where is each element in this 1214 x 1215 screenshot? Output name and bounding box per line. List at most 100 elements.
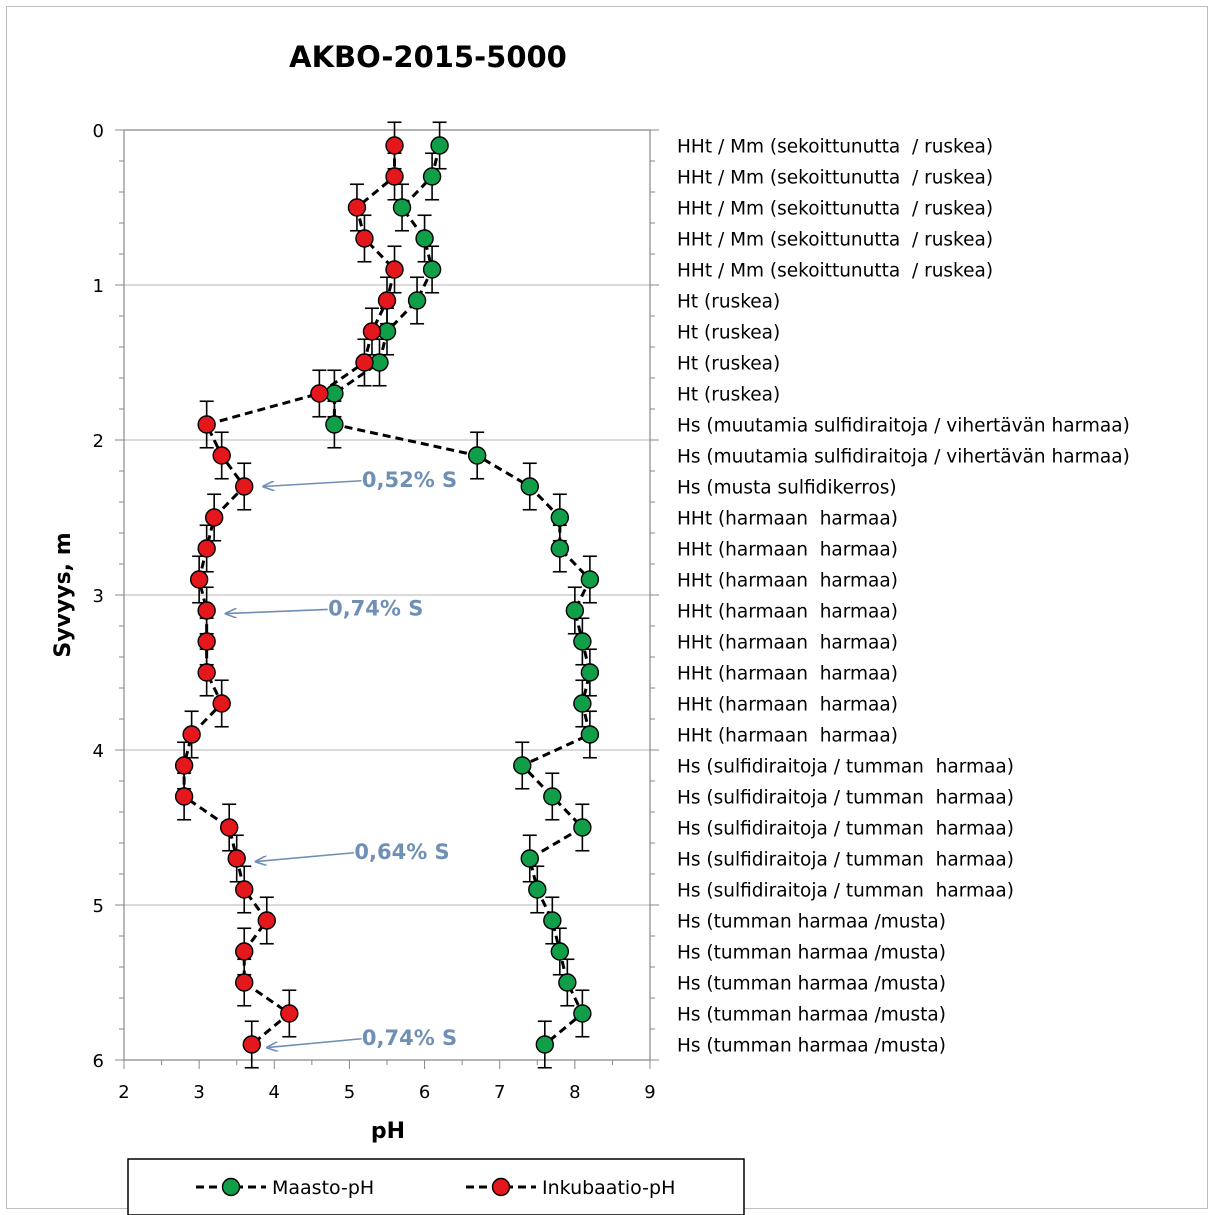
layer-label: Ht (ruskea) (677, 323, 780, 344)
data-point (235, 477, 254, 496)
data-point (520, 849, 539, 868)
legend-marker (221, 1177, 241, 1197)
layer-label: HHt / Mm (sekoittunutta / ruskea) (677, 261, 993, 282)
data-point (385, 260, 404, 279)
y-tick-label: 3 (93, 586, 104, 607)
data-point (212, 694, 231, 713)
data-point (355, 353, 374, 372)
legend-label: Inkubaatio-pH (542, 1177, 675, 1199)
data-point (558, 973, 577, 992)
annotation-label: 0,64% S (354, 840, 449, 864)
data-point (573, 632, 592, 651)
data-point (580, 570, 600, 589)
data-point (227, 849, 246, 868)
layer-label: Ht (ruskea) (677, 292, 780, 313)
layer-label: Hs (sulfidiraitoja / tumman harmaa) (677, 788, 1014, 809)
y-tick-label: 1 (93, 276, 104, 297)
layer-label: Hs (muutamia sulfidiraitoja / vihertävän… (677, 447, 1130, 468)
layer-label: Ht (ruskea) (677, 385, 780, 406)
data-point (550, 508, 570, 527)
layer-label: HHt (harmaan harmaa) (677, 726, 898, 747)
y-tick-label: 4 (93, 741, 104, 762)
data-point (377, 291, 397, 310)
layer-label: Hs (tumman harmaa /musta) (677, 1036, 946, 1057)
x-tick-label: 5 (344, 1082, 355, 1103)
chart-title: AKBO-2015-5000 (289, 40, 567, 74)
data-point (280, 1004, 299, 1023)
y-tick-label: 0 (93, 121, 104, 142)
data-point (550, 942, 570, 961)
data-point (182, 725, 201, 744)
layer-label: Hs (muutamia sulfidiraitoja / vihertävän… (677, 416, 1130, 437)
layer-labels: HHt / Mm (sekoittunutta / ruskea) HHt / M… (677, 137, 1130, 1057)
data-point (528, 880, 547, 899)
data-point (204, 508, 224, 527)
data-point (385, 167, 404, 186)
data-point (197, 415, 216, 434)
annotation-label: 0,52% S (362, 468, 457, 492)
data-point (325, 415, 344, 434)
grid-lines (124, 284, 650, 906)
data-point (197, 601, 216, 620)
y-tick-label: 2 (93, 431, 104, 452)
annotation-label: 0,74% S (328, 596, 423, 620)
data-point (543, 787, 562, 806)
annotation-arrow (263, 479, 362, 487)
layer-label: HHt (harmaan harmaa) (677, 695, 898, 716)
legend: Maasto-pH Inkubaatio-pH (127, 1158, 745, 1215)
y-tick-label: 6 (93, 1051, 104, 1072)
data-point (385, 136, 404, 155)
x-axis-label: pH (371, 1119, 405, 1144)
data-point (310, 384, 329, 403)
layer-label: Hs (sulfidiraitoja / tumman harmaa) (677, 757, 1014, 778)
layer-label: Hs (sulfidiraitoja / tumman harmaa) (677, 819, 1014, 840)
data-point (407, 291, 427, 310)
layer-label: Ht (ruskea) (677, 354, 780, 375)
data-point (197, 539, 216, 558)
layer-label: HHt (harmaan harmaa) (677, 633, 898, 654)
layer-label: HHt (harmaan harmaa) (677, 540, 898, 561)
data-point (242, 1035, 261, 1054)
annotation-arrow (226, 609, 328, 613)
data-point (235, 880, 254, 899)
data-point (197, 632, 216, 651)
data-point (197, 663, 216, 682)
y-tick-label: 5 (93, 896, 104, 917)
layer-label: HHt / Mm (sekoittunutta / ruskea) (677, 230, 993, 251)
x-tick-label: 9 (644, 1082, 655, 1103)
axes (115, 129, 659, 1069)
y-axis-label: Syvyys, m (51, 532, 76, 657)
layer-label: Hs (sulfidiraitoja / tumman harmaa) (677, 850, 1014, 871)
layer-label: HHt (harmaan harmaa) (677, 602, 898, 623)
annotation-label: 0,74% S (362, 1026, 457, 1050)
data-point (212, 446, 231, 465)
data-point (257, 911, 276, 930)
layer-label: Hs (tumman harmaa /musta) (677, 912, 946, 933)
x-tick-label: 2 (118, 1082, 129, 1103)
annotations: 0,52% S 0,74% S 0,64% S 0,74% S (226, 468, 457, 1050)
data-point (573, 694, 592, 713)
data-point (362, 322, 382, 341)
data-point (422, 260, 442, 279)
data-point (347, 198, 367, 217)
data-point (219, 818, 239, 837)
layer-label: HHt (harmaan harmaa) (677, 571, 898, 592)
x-tick-label: 4 (269, 1082, 280, 1103)
data-point (535, 1035, 554, 1054)
x-tick-label: 7 (494, 1082, 505, 1103)
x-tick-label: 6 (419, 1082, 430, 1103)
x-tick-label: 8 (569, 1082, 580, 1103)
data-point (550, 539, 570, 558)
data-point (174, 756, 194, 775)
annotation-arrow (256, 851, 355, 862)
x-tick-label: 3 (193, 1082, 204, 1103)
data-point (392, 198, 412, 217)
data-point (355, 229, 374, 248)
layer-label: Hs (tumman harmaa /musta) (677, 1005, 946, 1026)
data-point (235, 973, 254, 992)
data-points (174, 136, 600, 1054)
data-point (520, 477, 539, 496)
data-point (573, 818, 592, 837)
